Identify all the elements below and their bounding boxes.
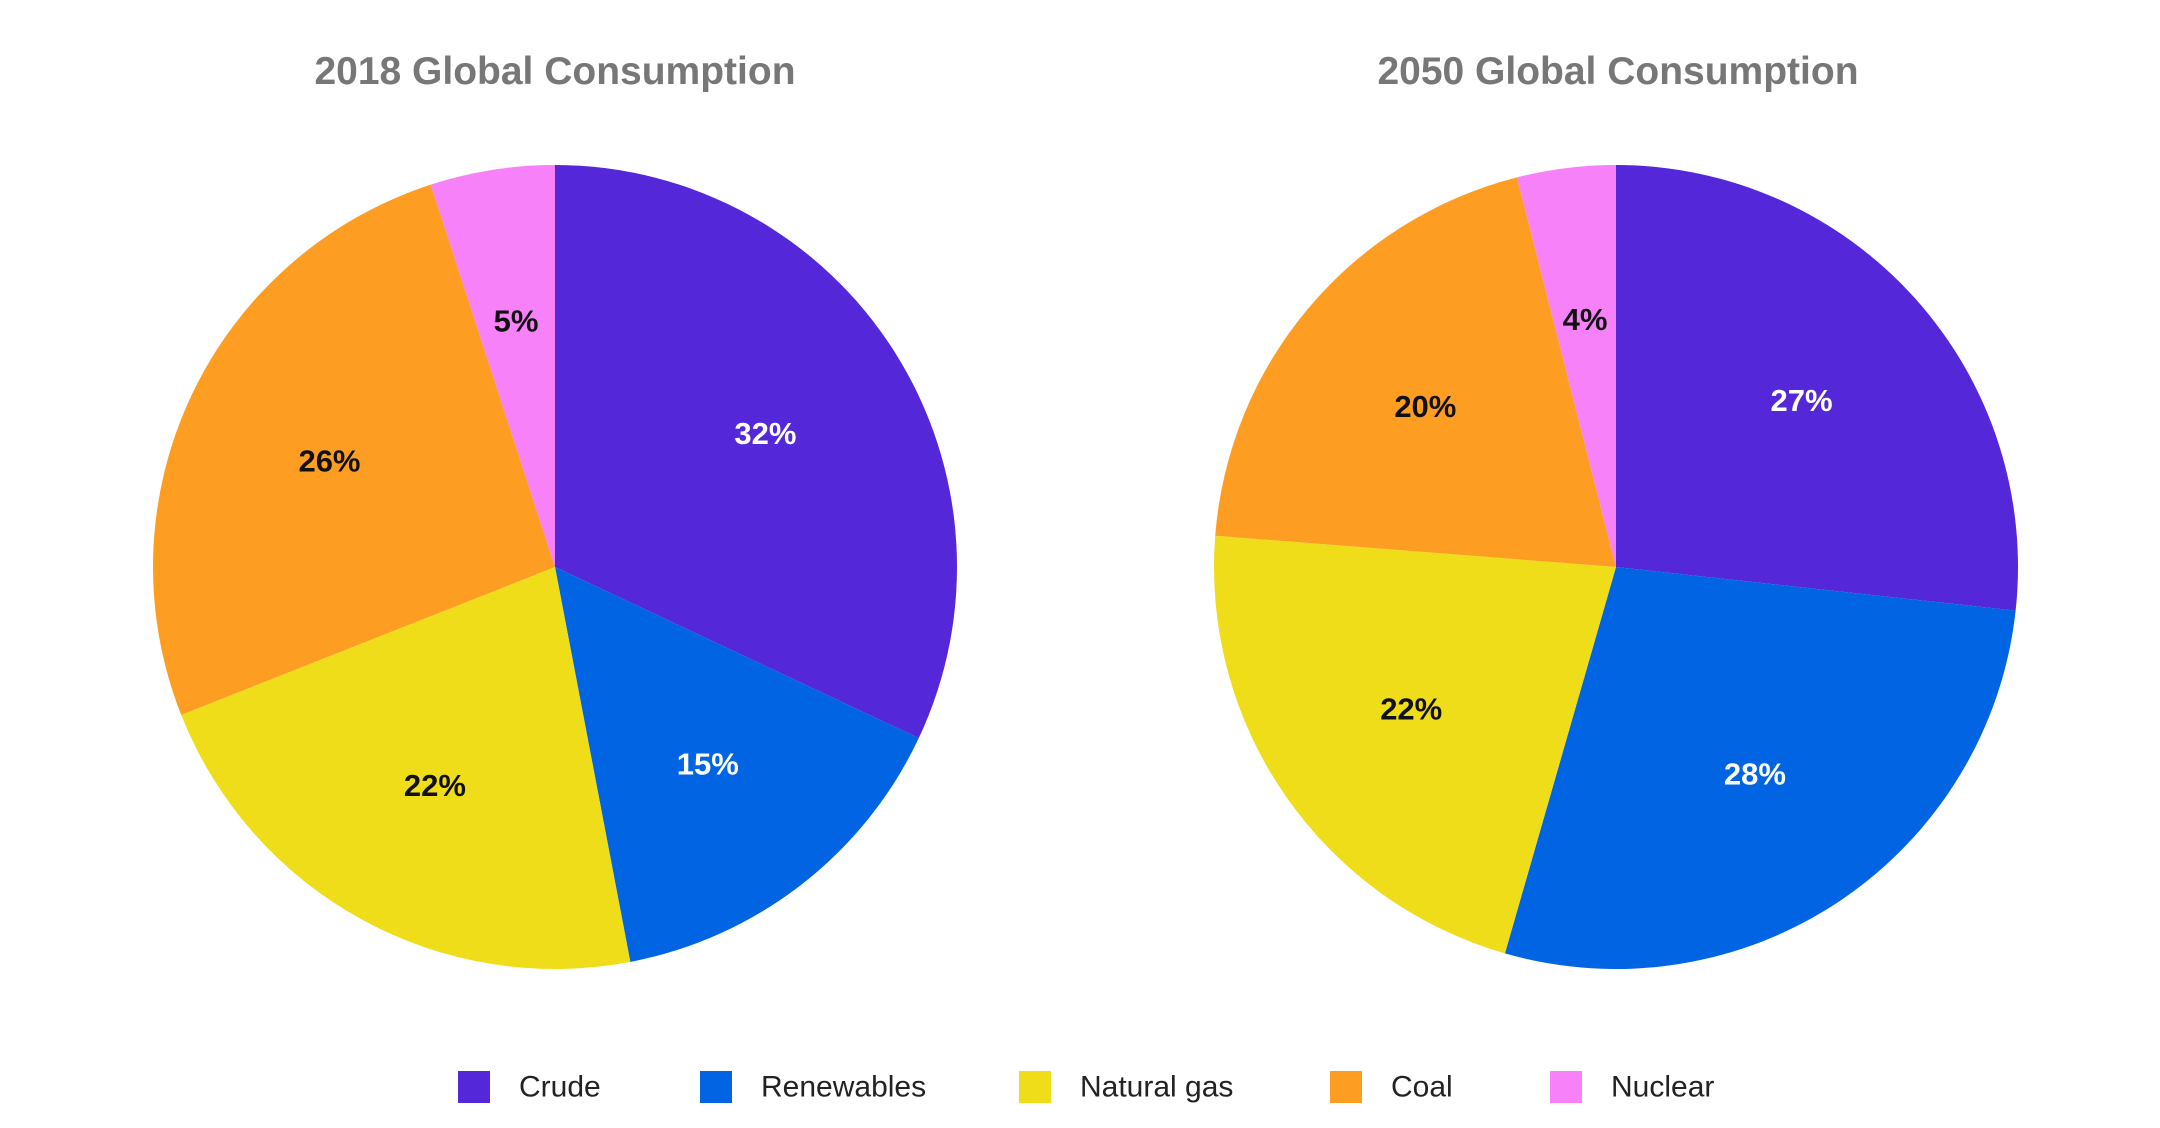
chart-title-2050: 2050 Global Consumption <box>1377 50 1858 93</box>
pie-label-2018-renewables: 15% <box>677 746 739 781</box>
pie-label-2050-nuclear: 4% <box>1563 302 1608 337</box>
legend-swatch-nuclear <box>1550 1071 1582 1103</box>
legend-label-crude: Crude <box>519 1071 601 1104</box>
legend-label-natural-gas: Natural gas <box>1080 1071 1233 1104</box>
pie-charts-figure: 2018 Global Consumption 32% 15% 22% 26% 5% 2… <box>0 0 2160 1128</box>
legend-label-renewables: Renewables <box>761 1071 926 1104</box>
legend-swatch-renewables <box>700 1071 732 1103</box>
legend-swatch-crude <box>458 1071 490 1103</box>
pie-label-2050-coal: 20% <box>1394 389 1456 424</box>
legend-swatch-natural-gas <box>1019 1071 1051 1103</box>
pie-label-2050-crude: 27% <box>1771 383 1833 418</box>
pie-label-2018-natural-gas: 22% <box>404 768 466 803</box>
pie-label-2018-nuclear: 5% <box>494 303 539 338</box>
pie-label-2018-crude: 32% <box>734 416 796 451</box>
pie-label-2050-renewables: 28% <box>1724 756 1786 791</box>
legend-label-nuclear: Nuclear <box>1611 1071 1714 1104</box>
chart-legend: Crude Renewables Natural gas Coal Nuclear <box>458 1071 1714 1104</box>
pie-label-2018-coal: 26% <box>298 443 360 478</box>
pie-slices-2018 <box>153 165 957 969</box>
chart-title-2018: 2018 Global Consumption <box>314 50 795 93</box>
legend-label-coal: Coal <box>1391 1071 1453 1104</box>
pie-slices-2050 <box>1214 165 2018 969</box>
pie-chart-2018: 2018 Global Consumption 32% 15% 22% 26% 5% <box>153 50 957 969</box>
legend-swatch-coal <box>1330 1071 1362 1103</box>
pie-chart-2050: 2050 Global Consumption 27% 28% 22% 20% 4% <box>1214 50 2018 969</box>
pie-label-2050-natural-gas: 22% <box>1380 692 1442 727</box>
